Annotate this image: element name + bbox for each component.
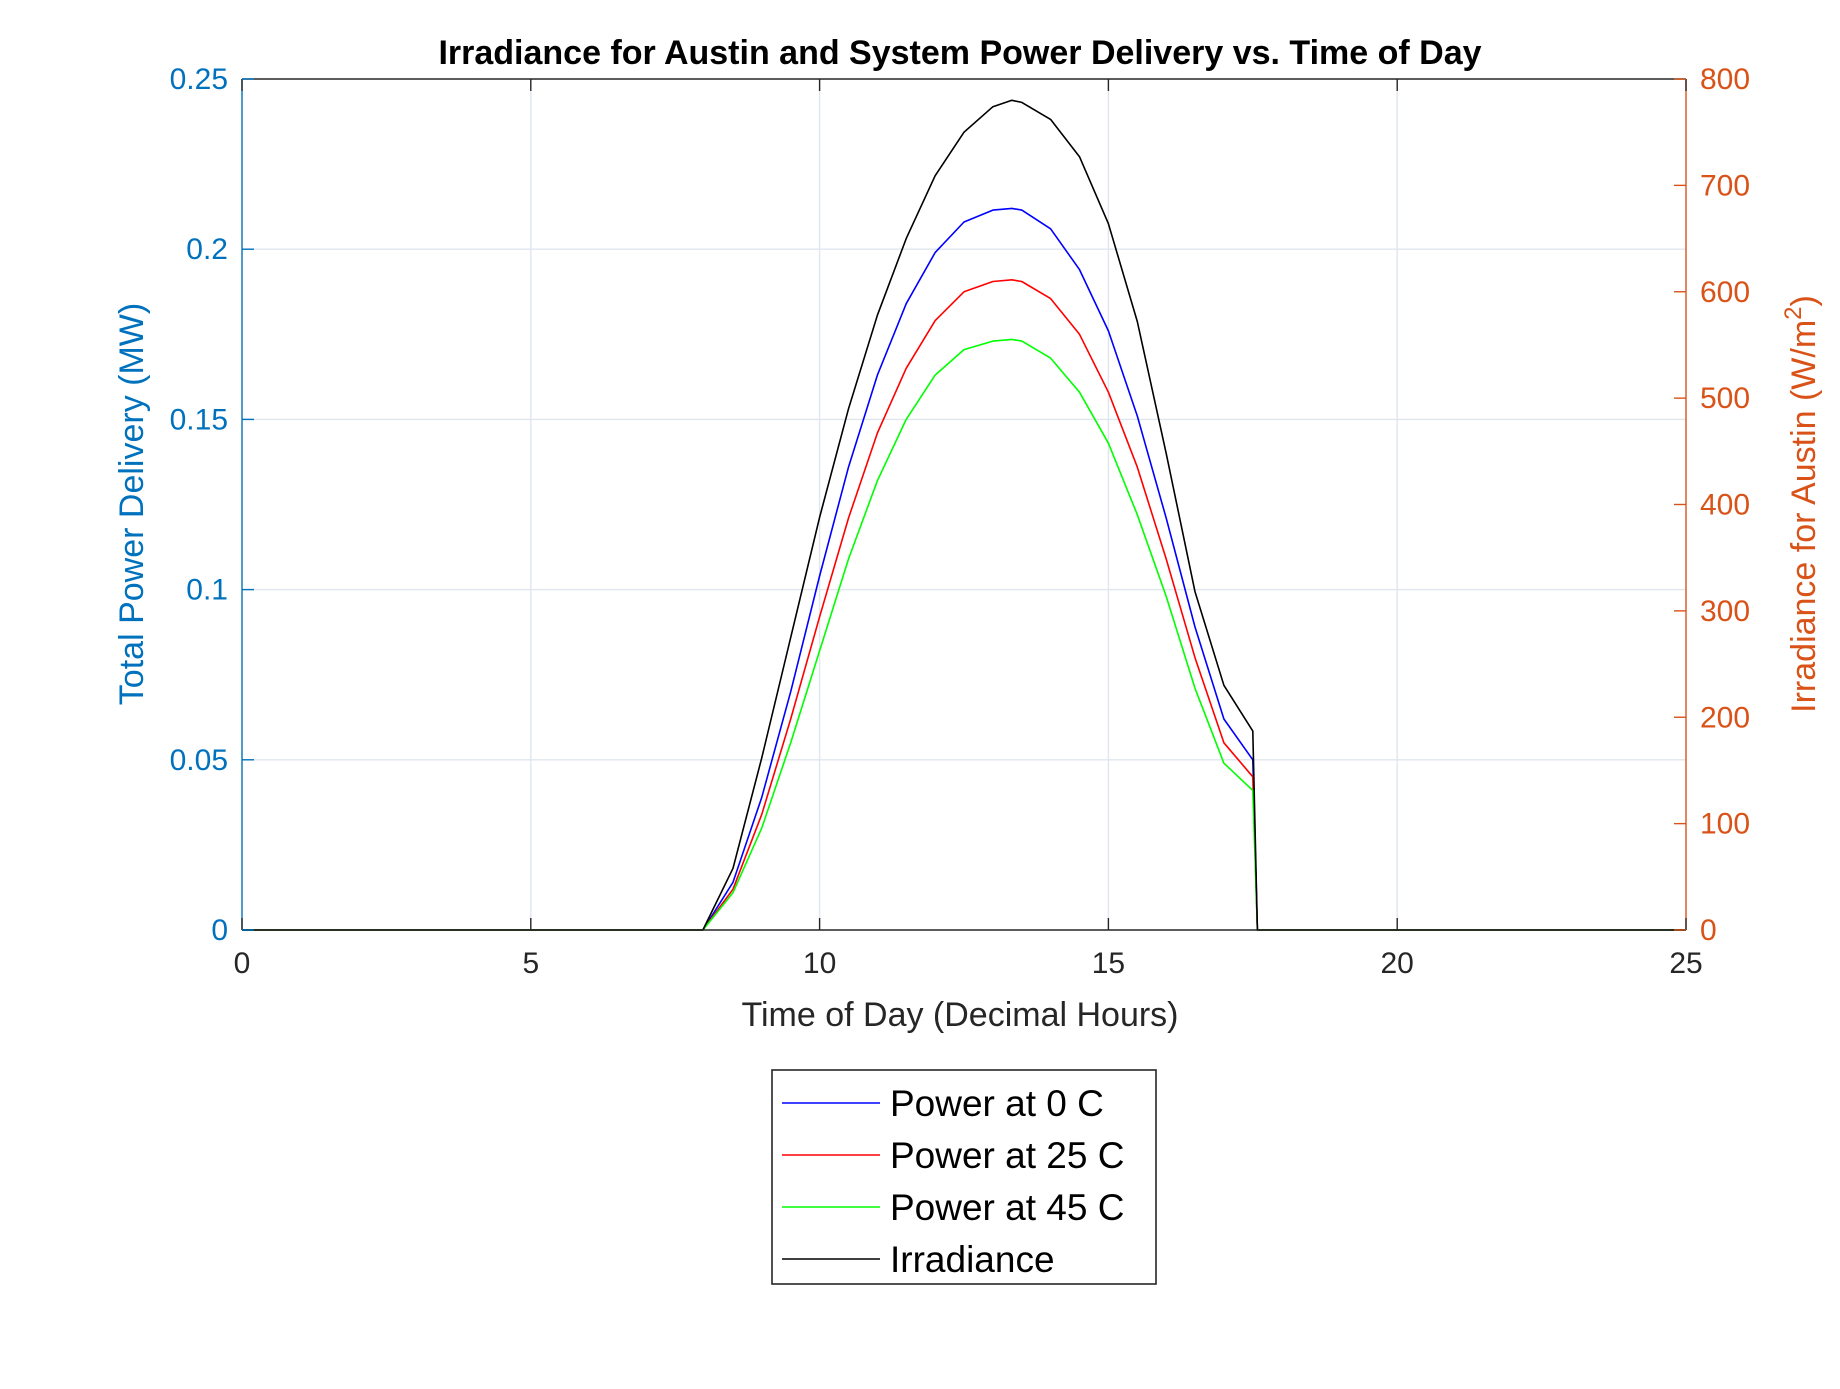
left-axis-label: Total Power Delivery (MW): [113, 303, 151, 705]
left-y-tick-label-2: 0.1: [186, 574, 228, 607]
x-tick-label-5: 25: [1669, 947, 1702, 980]
series-layer: [242, 99, 1686, 931]
grid-layer: [242, 79, 1686, 930]
legend-box: [771, 1069, 1157, 1285]
right-axis-label-close: ): [1785, 295, 1823, 306]
x-tick-label-4: 20: [1381, 947, 1414, 980]
right-y-tick-label-2: 200: [1700, 701, 1750, 734]
x-tick-label-1: 5: [522, 947, 539, 980]
legend-label-power-0c: Power at 0 C: [890, 1083, 1104, 1124]
left-y-tick-label-4: 0.2: [186, 233, 228, 266]
right-y-tick-label-6: 600: [1700, 276, 1750, 309]
legend-label-irradiance: Irradiance: [890, 1239, 1055, 1280]
legend: Power at 0 C Power at 25 C Power at 45 C…: [771, 1069, 1157, 1285]
right-axis-label: Irradiance for Austin (W/m2): [1780, 295, 1823, 713]
right-y-tick-label-1: 100: [1700, 808, 1750, 841]
legend-label-power-25c: Power at 25 C: [890, 1135, 1124, 1176]
right-axis-label-superscript: 2: [1780, 306, 1807, 319]
left-y-tick-label-5: 0.25: [170, 63, 228, 96]
x-tick-label-0: 0: [234, 947, 251, 980]
left-y-tick-label-3: 0.15: [170, 403, 228, 436]
series-line-power-at-45-c: [242, 338, 1686, 931]
right-y-tick-label-7: 700: [1700, 169, 1750, 202]
right-y-tick-label-3: 300: [1700, 595, 1750, 628]
series-line-power-at-0-c: [242, 207, 1686, 931]
left-y-tick-label-1: 0.05: [170, 744, 228, 777]
right-y-tick-label-4: 400: [1700, 489, 1750, 522]
right-y-tick-label-8: 800: [1700, 63, 1750, 96]
x-axis-label: Time of Day (Decimal Hours): [741, 996, 1178, 1034]
right-axis-label-text: Irradiance for Austin (W/m: [1785, 320, 1823, 713]
right-y-tick-label-5: 500: [1700, 382, 1750, 415]
legend-label-power-45c: Power at 45 C: [890, 1187, 1124, 1228]
chart-title: Irradiance for Austin and System Power D…: [438, 34, 1481, 72]
left-y-tick-label-0: 0: [211, 914, 228, 947]
axes-layer: [241, 78, 1687, 931]
x-tick-label-2: 10: [803, 947, 836, 980]
x-tick-label-3: 15: [1092, 947, 1125, 980]
right-y-tick-label-0: 0: [1700, 914, 1717, 947]
series-line-irradiance: [242, 99, 1686, 931]
ticks-layer: 0 5 10 15 20 2500.050.10.150.20.2501002003004…: [170, 63, 1750, 980]
series-line-power-at-25-c: [242, 278, 1686, 931]
